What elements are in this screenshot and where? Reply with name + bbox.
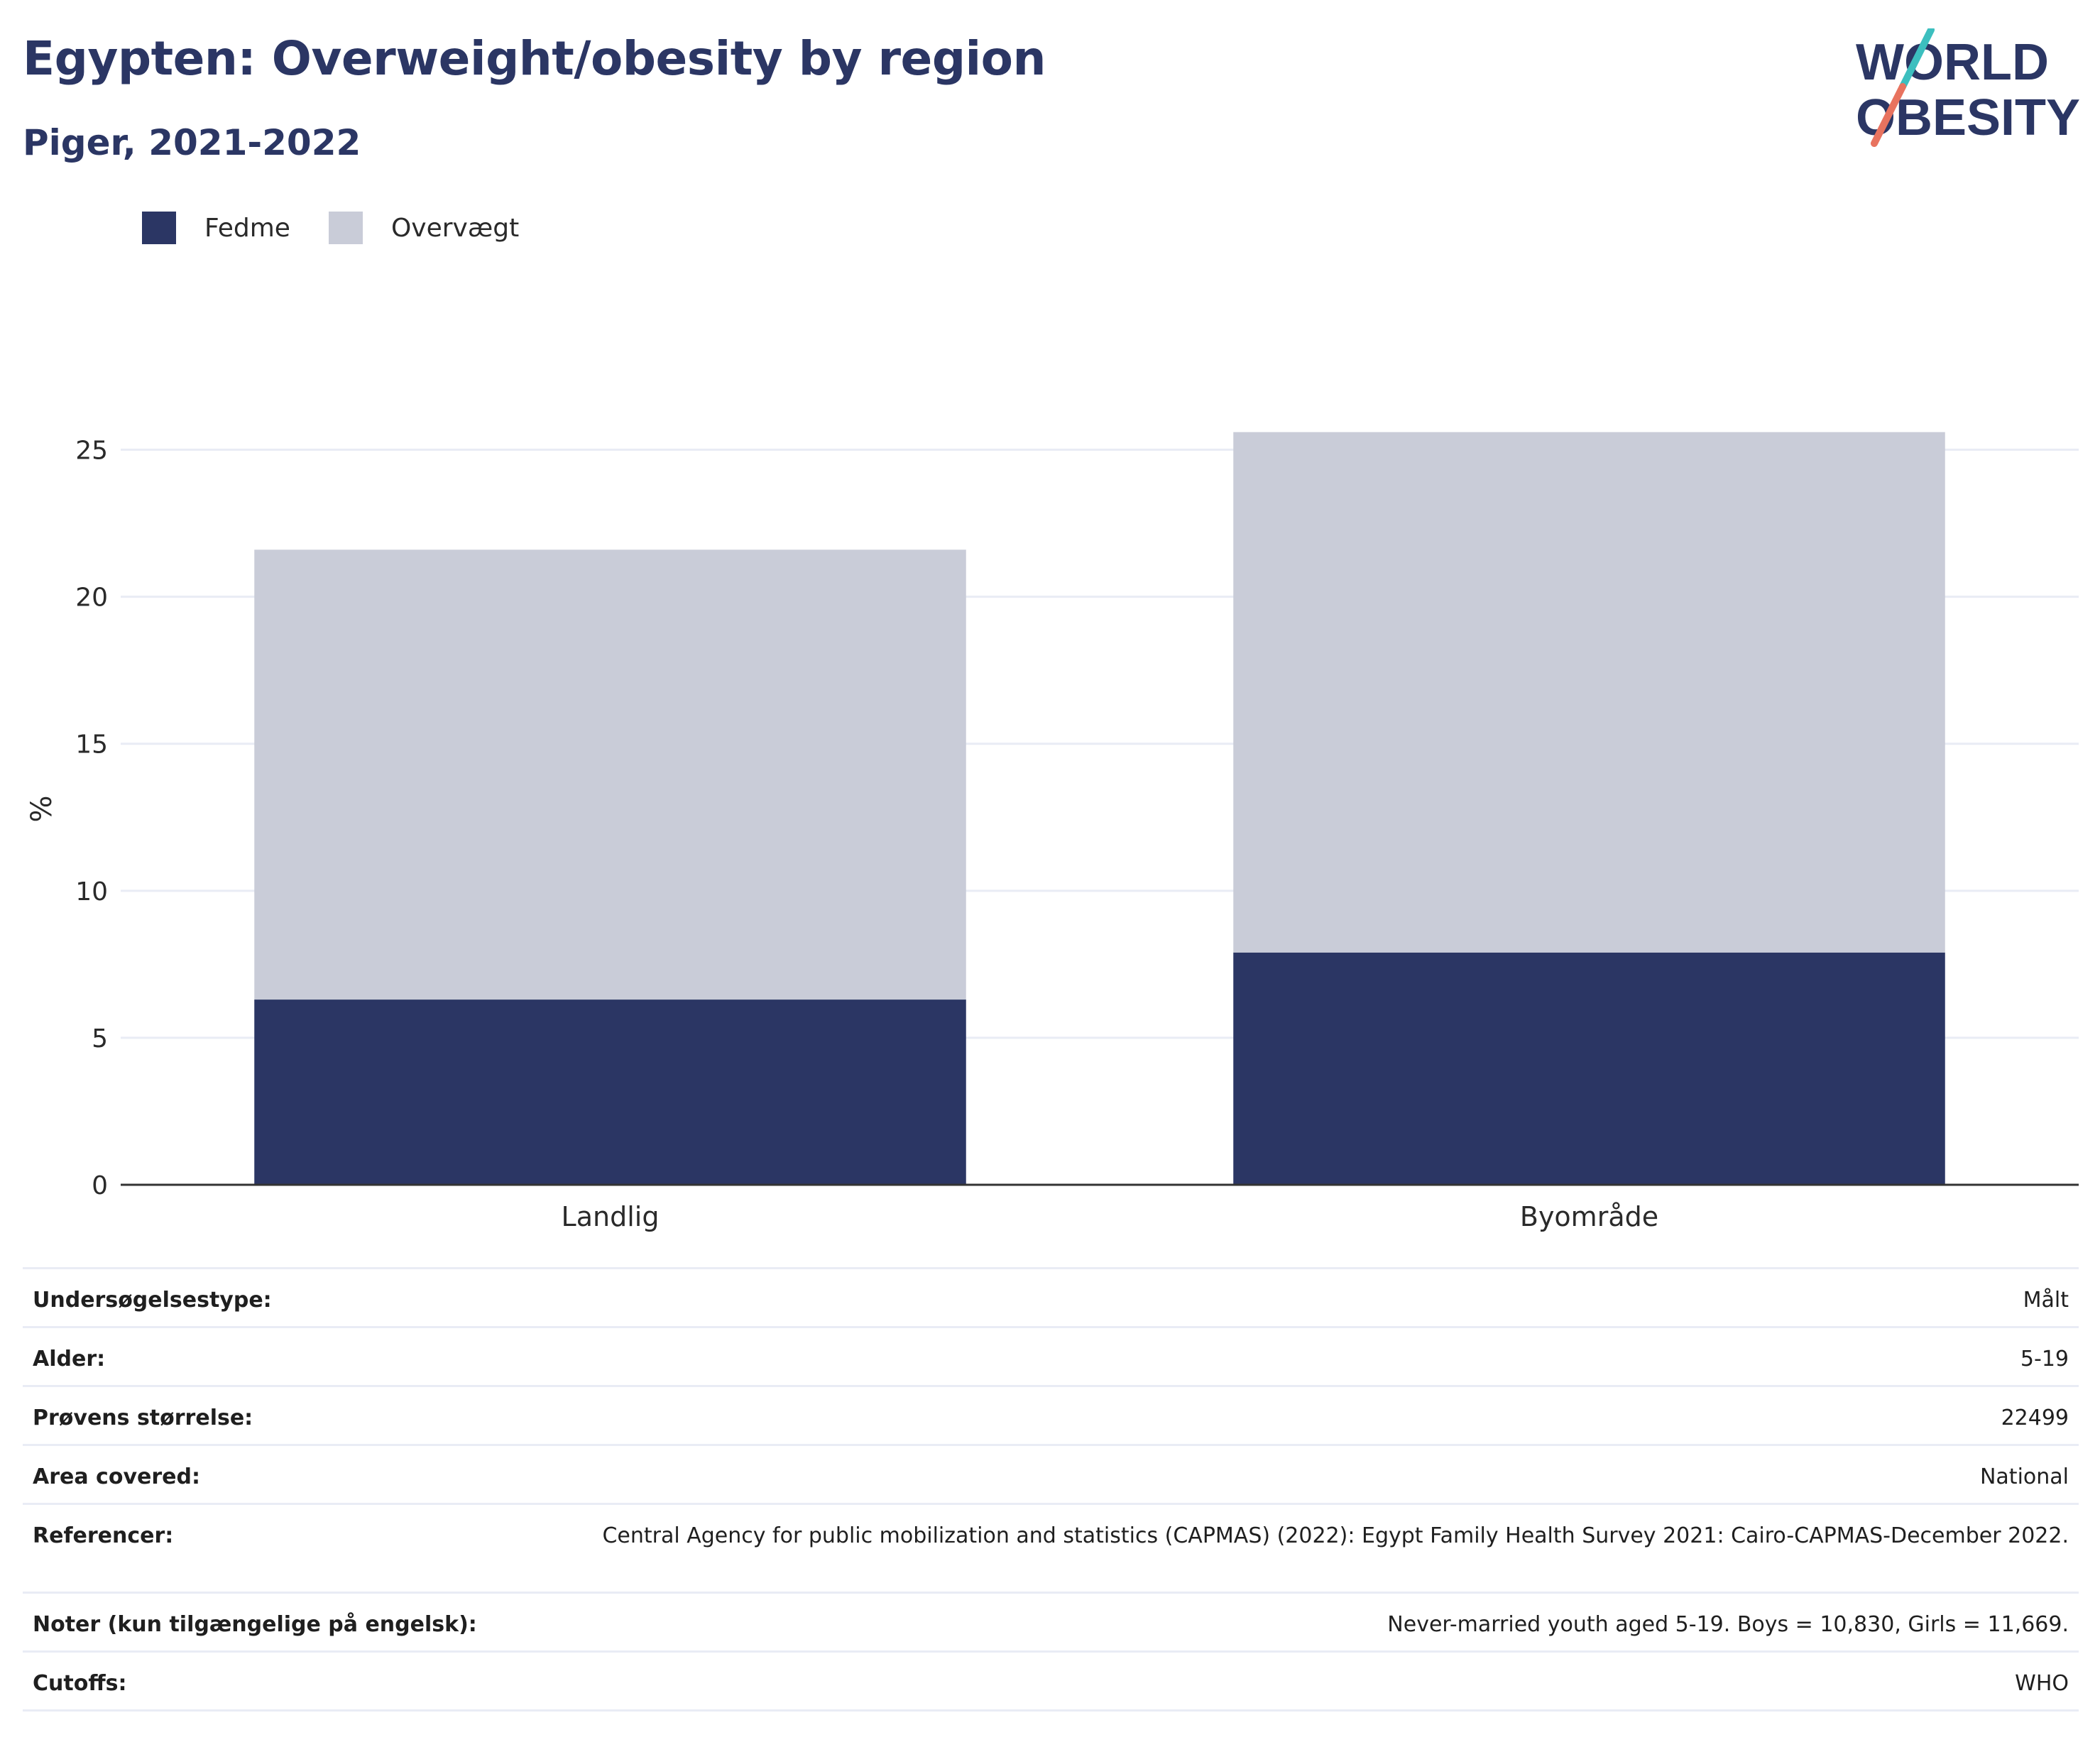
chart-subtitle: Piger, 2021-2022 [23,122,361,163]
y-tick-label: 10 [75,877,108,907]
legend-label-obesity: Fedme [204,213,290,243]
legend-swatch-overweight [328,212,363,244]
info-table-bottom-border [23,1709,2079,1712]
legend-label-overweight: Overvægt [390,213,520,243]
info-value: National [1979,1464,2069,1489]
bar-obesity [1233,952,1945,1185]
world-obesity-logo: WORLD OBESITY [1856,28,2080,147]
logo-line-1: WORLD [1856,34,2049,91]
info-label: Undersøgelsestype: [33,1288,272,1313]
bar-chart: 0 5 10 15 20 25 Landlig Byområde% [26,432,2079,1232]
info-label: Noter (kun tilgængelige på engelsk): [33,1612,477,1637]
info-label: Prøvens størrelse: [33,1406,253,1430]
info-table: Undersøgelsestype: Målt Alder: 5-19 Prøv… [23,1267,2079,1712]
bar-obesity [254,1000,966,1185]
x-tick-label: Byområde [1520,1201,1658,1232]
info-label: Cutoffs: [33,1671,127,1696]
info-label: Alder: [33,1347,106,1371]
y-tick-label: 0 [92,1171,108,1200]
info-row-sample-size: Prøvens størrelse: 22499 [23,1385,2079,1444]
info-value: Målt [2023,1288,2069,1313]
bar-overweight [1233,432,1945,953]
legend-swatch-obesity [142,212,176,244]
y-tick-label: 15 [75,730,108,760]
x-tick-label: Landlig [562,1201,660,1232]
chart-title: Egypten: Overweight/obesity by region [23,31,1046,86]
legend-item-obesity[interactable]: Fedme [142,212,290,244]
info-value: 22499 [2001,1406,2069,1430]
y-tick-label: 25 [75,437,108,466]
info-row-area: Area covered: National [23,1444,2079,1503]
info-row-notes: Noter (kun tilgængelige på engelsk): Nev… [23,1592,2079,1650]
bar-overweight [254,549,966,1000]
chart-legend: Fedme Overvægt [142,212,557,244]
y-axis-label: % [26,795,58,822]
info-value: Central Agency for public mobilization a… [602,1523,2069,1548]
info-row-age: Alder: 5-19 [23,1326,2079,1385]
info-label: Area covered: [33,1464,200,1489]
info-value: Never-married youth aged 5-19. Boys = 10… [1387,1612,2069,1637]
y-tick-label: 5 [92,1024,108,1053]
info-label: Referencer: [33,1523,174,1548]
info-row-references: Referencer: Central Agency for public mo… [23,1503,2079,1592]
info-row-cutoffs: Cutoffs: WHO [23,1650,2079,1709]
info-value: 5-19 [2020,1347,2069,1371]
legend-item-overweight[interactable]: Overvægt [328,212,520,244]
y-tick-label: 20 [75,584,108,613]
info-row-survey-type: Undersøgelsestype: Målt [23,1267,2079,1326]
info-value: WHO [2015,1671,2069,1696]
